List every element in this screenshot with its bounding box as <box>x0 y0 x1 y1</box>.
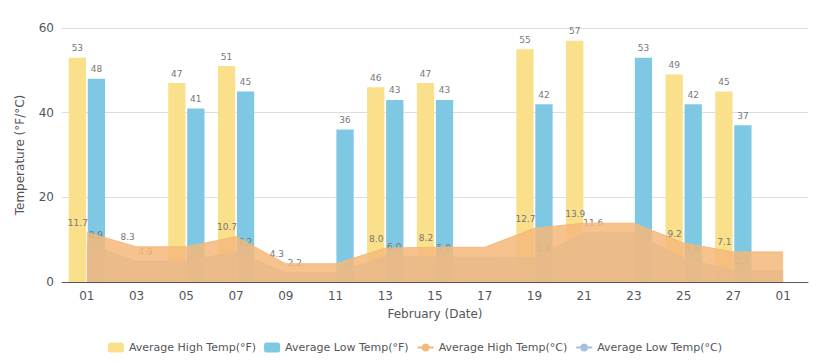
svg-text:Average Low Temp(°C): Average Low Temp(°C) <box>597 341 722 354</box>
svg-text:55: 55 <box>519 35 530 45</box>
svg-text:57: 57 <box>569 26 580 36</box>
svg-text:Average Low Temp(°F): Average Low Temp(°F) <box>285 341 409 354</box>
svg-text:23: 23 <box>626 289 641 303</box>
svg-text:12.7: 12.7 <box>515 214 535 224</box>
svg-text:47: 47 <box>420 69 431 79</box>
svg-text:47: 47 <box>171 69 182 79</box>
svg-text:7.1: 7.1 <box>717 237 731 247</box>
svg-text:8.3: 8.3 <box>120 232 134 242</box>
svg-text:53: 53 <box>638 43 649 53</box>
svg-text:Temperature (°F/°C): Temperature (°F/°C) <box>13 95 27 217</box>
svg-text:01: 01 <box>775 289 790 303</box>
svg-text:48: 48 <box>91 64 103 74</box>
svg-text:42: 42 <box>687 90 698 100</box>
svg-text:9.2: 9.2 <box>668 229 682 239</box>
svg-text:2.2: 2.2 <box>287 258 302 269</box>
svg-text:13: 13 <box>378 289 393 303</box>
svg-text:20: 20 <box>39 190 54 204</box>
svg-text:13.9: 13.9 <box>565 209 585 219</box>
svg-text:07: 07 <box>228 289 243 303</box>
svg-text:6.0: 6.0 <box>387 242 402 253</box>
svg-text:0: 0 <box>46 275 54 289</box>
svg-text:8.0: 8.0 <box>369 234 384 244</box>
svg-text:45: 45 <box>240 77 251 87</box>
svg-text:25: 25 <box>676 289 691 303</box>
svg-text:February (Date): February (Date) <box>387 307 482 321</box>
svg-text:36: 36 <box>339 115 351 125</box>
svg-text:8.2: 8.2 <box>419 233 433 243</box>
svg-text:15: 15 <box>427 289 442 303</box>
svg-text:Average High Temp(°C): Average High Temp(°C) <box>439 341 568 354</box>
svg-text:42: 42 <box>538 90 549 100</box>
svg-text:45: 45 <box>718 77 729 87</box>
svg-text:03: 03 <box>129 289 144 303</box>
svg-text:10.7: 10.7 <box>217 222 237 232</box>
svg-text:49: 49 <box>668 60 680 70</box>
svg-text:01: 01 <box>79 289 94 303</box>
svg-text:53: 53 <box>72 43 83 53</box>
svg-text:11.7: 11.7 <box>68 218 88 228</box>
svg-text:09: 09 <box>278 289 293 303</box>
svg-text:37: 37 <box>737 111 748 121</box>
svg-text:41: 41 <box>190 94 201 104</box>
svg-text:4.3: 4.3 <box>270 249 284 259</box>
svg-text:19: 19 <box>527 289 542 303</box>
svg-text:11: 11 <box>328 289 343 303</box>
svg-text:51: 51 <box>221 52 232 62</box>
svg-text:46: 46 <box>370 73 382 83</box>
svg-text:05: 05 <box>179 289 194 303</box>
svg-text:43: 43 <box>389 85 400 95</box>
svg-text:17: 17 <box>477 289 492 303</box>
svg-text:Average High Temp(°F): Average High Temp(°F) <box>129 341 256 354</box>
svg-text:27: 27 <box>726 289 741 303</box>
svg-text:40: 40 <box>39 106 54 120</box>
svg-text:21: 21 <box>577 289 592 303</box>
svg-text:43: 43 <box>439 85 450 95</box>
svg-text:60: 60 <box>39 21 54 35</box>
